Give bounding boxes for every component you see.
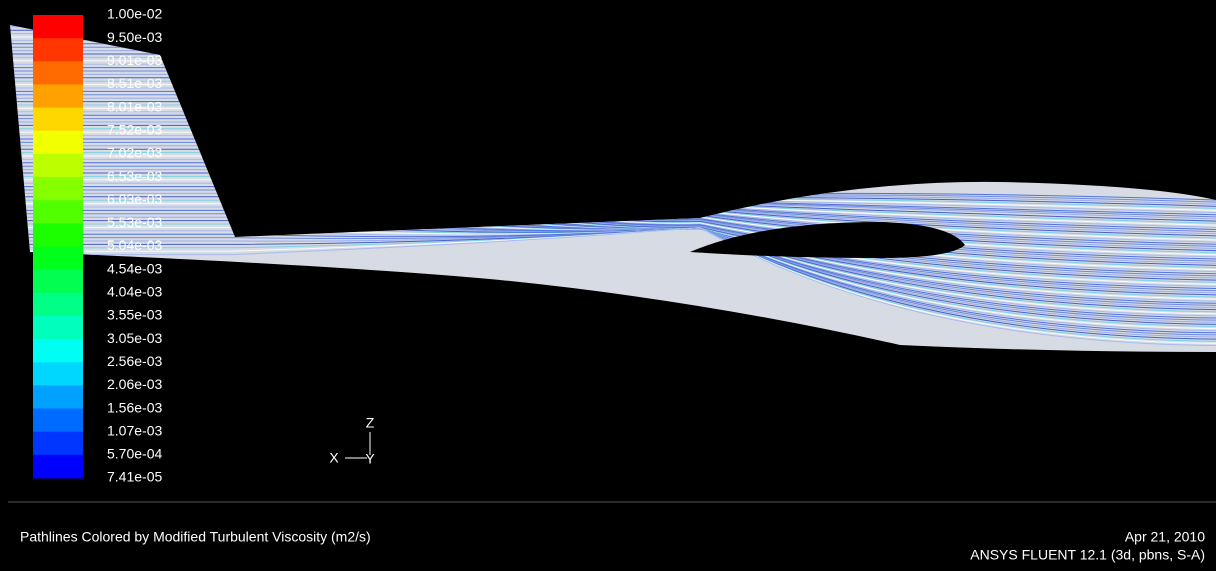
legend-label: 5.70e-04 <box>107 446 162 462</box>
color-band <box>33 385 83 410</box>
legend-label: 8.01e-03 <box>107 98 162 114</box>
legend-label: 9.01e-03 <box>107 52 162 68</box>
legend-label: 7.02e-03 <box>107 145 162 161</box>
legend-label: 4.54e-03 <box>107 260 162 276</box>
color-band <box>33 246 83 271</box>
canopy <box>690 222 965 258</box>
legend-label: 1.00e-02 <box>107 6 162 22</box>
legend-label: 2.06e-03 <box>107 376 162 392</box>
color-band <box>33 269 83 294</box>
color-band <box>33 177 83 201</box>
legend-label: 1.56e-03 <box>107 399 162 415</box>
caption: Pathlines Colored by Modified Turbulent … <box>20 529 371 545</box>
color-band <box>33 454 83 479</box>
axis-label: Z <box>366 415 375 431</box>
software: ANSYS FLUENT 12.1 (3d, pbns, S-A) <box>970 547 1205 563</box>
legend-label: 6.53e-03 <box>107 168 162 184</box>
color-band <box>33 130 83 155</box>
date: Apr 21, 2010 <box>1125 529 1205 545</box>
color-band <box>33 315 83 340</box>
legend-label: 3.05e-03 <box>107 330 162 346</box>
legend-label: 3.55e-03 <box>107 307 162 323</box>
color-band <box>33 223 83 247</box>
color-band <box>33 200 83 224</box>
color-band <box>33 339 83 363</box>
color-band <box>33 61 83 85</box>
color-band <box>33 408 83 433</box>
color-band <box>33 107 83 132</box>
legend-label: 5.04e-03 <box>107 237 162 253</box>
colorbar: 1.00e-02 9.50e-03 9.01e-03 8.51e-03 8.01e-03… <box>33 6 162 485</box>
axis-label: Y <box>365 451 375 467</box>
color-band <box>33 431 83 456</box>
color-band <box>33 84 83 109</box>
pathline <box>10 227 1216 346</box>
legend-label: 6.03e-03 <box>107 191 162 207</box>
legend-label: 8.51e-03 <box>107 75 162 91</box>
color-band <box>33 153 83 178</box>
color-band <box>33 292 83 317</box>
legend-label: 7.52e-03 <box>107 121 162 137</box>
color-band <box>33 38 83 62</box>
legend-label: 2.56e-03 <box>107 353 162 369</box>
legend-label: 9.50e-03 <box>107 29 162 45</box>
color-band <box>33 362 83 386</box>
color-band <box>33 15 83 39</box>
legend-label: 1.07e-03 <box>107 422 162 438</box>
legend-label: 5.53e-03 <box>107 214 162 230</box>
axis-label: X <box>329 450 339 466</box>
legend-label: 7.41e-05 <box>107 469 162 485</box>
axes-triad: Z X Y <box>329 415 375 467</box>
legend-label: 4.04e-03 <box>107 284 162 300</box>
